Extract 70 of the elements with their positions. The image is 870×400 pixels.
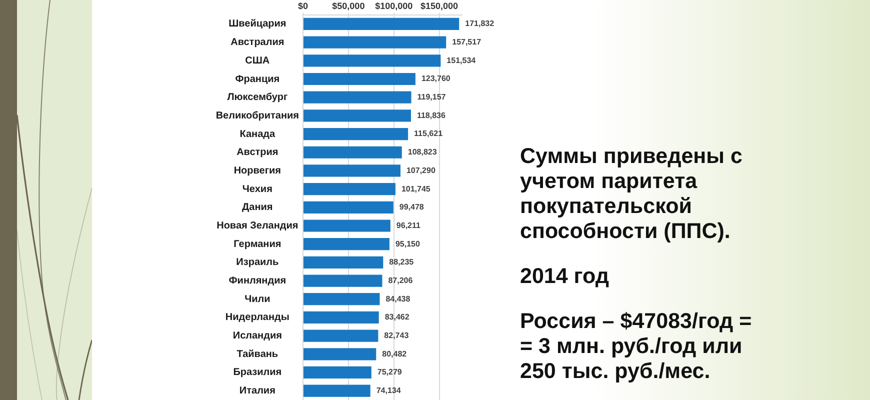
data-label: 83,462 <box>384 312 410 322</box>
data-label: 157,517 <box>452 38 482 47</box>
y-tick-label: Новая Зеландия <box>216 220 298 232</box>
y-tick-label: США <box>245 55 270 66</box>
x-tick-label: $100,000 <box>375 0 413 11</box>
bar <box>304 128 408 140</box>
bar <box>304 54 441 67</box>
bar <box>304 183 396 196</box>
y-tick-label: Бразилия <box>233 367 282 378</box>
x-tick-label: $50,000 <box>332 0 365 11</box>
data-label: 99,478 <box>399 202 424 212</box>
x-tick-label: $150,000 <box>420 0 458 11</box>
data-label: 123,760 <box>421 74 451 84</box>
data-label: 108,823 <box>408 148 438 157</box>
y-tick-label: Швейцария <box>228 18 286 30</box>
bar <box>304 256 384 268</box>
bar <box>304 146 402 158</box>
data-label: 74,134 <box>376 386 402 396</box>
x-tick-label: $0 <box>298 0 308 11</box>
data-label: 171,832 <box>465 19 495 28</box>
bar <box>304 330 378 342</box>
bar <box>304 36 446 48</box>
data-label: 82,743 <box>384 331 410 340</box>
y-tick-label: Великобритания <box>216 110 300 122</box>
y-tick-label: Люксембург <box>227 92 288 104</box>
bar <box>304 110 411 122</box>
data-label: 95,150 <box>395 239 420 248</box>
y-tick-label: Австралия <box>230 37 284 48</box>
y-tick-label: Чехия <box>242 184 273 195</box>
bar <box>304 238 390 250</box>
y-tick-label: Франция <box>235 74 280 85</box>
bar <box>304 72 416 86</box>
y-tick-label: Тайвань <box>236 348 278 360</box>
bar <box>304 220 390 232</box>
y-tick-label: Нидерланды <box>225 312 290 324</box>
text: Россия – $47083/год = = 3 млн. руб./год или 250 тыс. руб./мес. <box>520 309 753 384</box>
data-label: 101,745 <box>401 184 431 194</box>
y-tick-label: Исландия <box>232 330 282 342</box>
data-label: 107,290 <box>406 166 436 175</box>
y-tick-label: Финляндия <box>228 276 286 287</box>
y-tick-label: Германия <box>234 238 282 250</box>
text: Суммы приведены с учетом паритета покупательской способности (ППС). <box>520 144 744 244</box>
text: 2014 год <box>520 264 610 289</box>
y-tick-label: Чили <box>244 294 270 305</box>
data-label: 88,235 <box>389 258 414 267</box>
y-tick-label: Австрия <box>236 147 278 158</box>
y-tick-label: Норвегия <box>234 165 282 176</box>
bar <box>304 384 370 397</box>
bar <box>304 164 400 177</box>
bar <box>304 91 412 104</box>
data-label: 80,482 <box>382 349 408 358</box>
data-label: 96,211 <box>396 220 421 230</box>
bar <box>304 366 372 379</box>
data-label: 75,279 <box>377 368 402 377</box>
bar <box>304 311 379 324</box>
y-tick-label: Италия <box>239 386 276 397</box>
bar <box>304 18 460 30</box>
y-tick-label: Израиль <box>236 257 279 268</box>
data-label: 119,157 <box>417 92 446 102</box>
bar <box>304 274 382 287</box>
bar <box>304 201 394 214</box>
data-label: 115,621 <box>414 129 444 138</box>
data-label: 151,534 <box>446 56 476 65</box>
y-tick-label: Канада <box>240 128 276 140</box>
y-tick-label: Дания <box>242 202 273 214</box>
data-label: 118,836 <box>416 110 446 120</box>
bar <box>304 348 376 360</box>
data-label: 84,438 <box>386 294 411 304</box>
data-label: 87,206 <box>388 276 414 285</box>
bar <box>304 293 380 306</box>
